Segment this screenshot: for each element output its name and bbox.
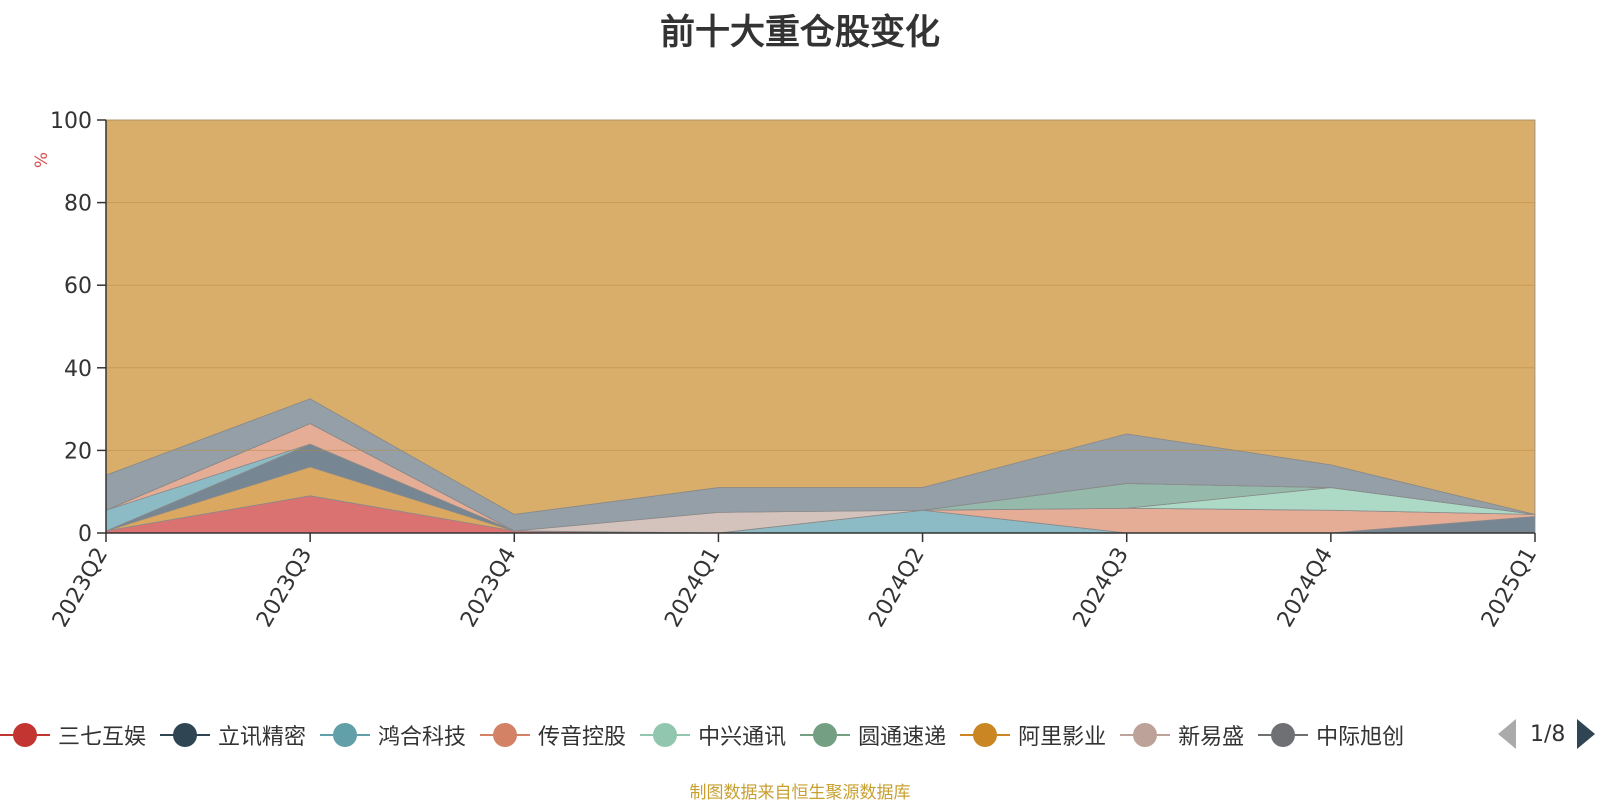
x-tick-label-2: 2023Q4 [456, 544, 521, 632]
legend-label: 三七互娱 [58, 725, 147, 750]
legend-label: 传音控股 [538, 725, 627, 750]
y-tick-label-1: 20 [64, 439, 92, 464]
legend: 三七互娱 立讯精密 鸿合科技 传音控股 中兴通讯 圆通速递 阿里影业 新易盛 中际旭创 [0, 715, 1482, 755]
data-source-note: 制图数据来自恒生聚源数据库 [689, 783, 911, 803]
x-tick-label-0: 2023Q2 [48, 544, 113, 632]
legend-label: 新易盛 [1178, 725, 1245, 750]
legend-item-2[interactable]: 鸿合科技 [320, 715, 466, 755]
legend-pager: 1/8 [1498, 714, 1600, 754]
x-tick-label-7: 2025Q1 [1477, 544, 1542, 632]
legend-marker-icon [960, 722, 1011, 748]
y-tick-label-2: 40 [64, 357, 92, 382]
legend-item-5[interactable]: 圆通速递 [800, 715, 946, 755]
legend-label: 立讯精密 [218, 725, 307, 750]
legend-label: 鸿合科技 [378, 725, 467, 750]
legend-item-8[interactable]: 中际旭创 [1258, 715, 1404, 755]
x-tick-label-6: 2024Q4 [1273, 544, 1338, 632]
legend-marker-icon [480, 722, 531, 748]
legend-item-7[interactable]: 新易盛 [1120, 715, 1244, 755]
legend-item-4[interactable]: 中兴通讯 [640, 715, 786, 755]
legend-marker-icon [1120, 722, 1171, 748]
chart-title: 前十大重仓股变化 [659, 13, 940, 53]
legend-item-6[interactable]: 阿里影业 [960, 715, 1106, 755]
y-tick-label-0: 0 [78, 522, 92, 547]
legend-label: 圆通速递 [858, 725, 947, 750]
legend-next-icon[interactable] [1577, 719, 1596, 749]
x-tick-label-4: 2024Q2 [864, 544, 929, 632]
legend-label: 阿里影业 [1018, 725, 1107, 750]
legend-prev-icon[interactable] [1498, 719, 1516, 749]
legend-marker-icon [320, 722, 371, 748]
legend-label: 中际旭创 [1316, 725, 1405, 750]
legend-item-0[interactable]: 三七互娱 [0, 715, 146, 755]
y-tick-label-4: 80 [64, 192, 92, 217]
legend-marker-icon [640, 722, 691, 748]
legend-marker-icon [1258, 722, 1309, 748]
legend-item-1[interactable]: 立讯精密 [160, 715, 306, 755]
x-tick-label-3: 2024Q1 [660, 544, 725, 632]
legend-marker-icon [0, 722, 50, 748]
legend-marker-icon [800, 722, 851, 748]
legend-marker-icon [160, 722, 211, 748]
y-tick-label-5: 100 [50, 109, 92, 134]
legend-item-3[interactable]: 传音控股 [480, 715, 626, 755]
legend-label: 中兴通讯 [698, 725, 787, 750]
x-tick-label-1: 2023Q3 [252, 544, 317, 632]
y-tick-label-3: 60 [64, 274, 92, 299]
legend-page-indicator: 1/8 [1530, 721, 1566, 747]
x-tick-label-5: 2024Q3 [1069, 544, 1134, 632]
